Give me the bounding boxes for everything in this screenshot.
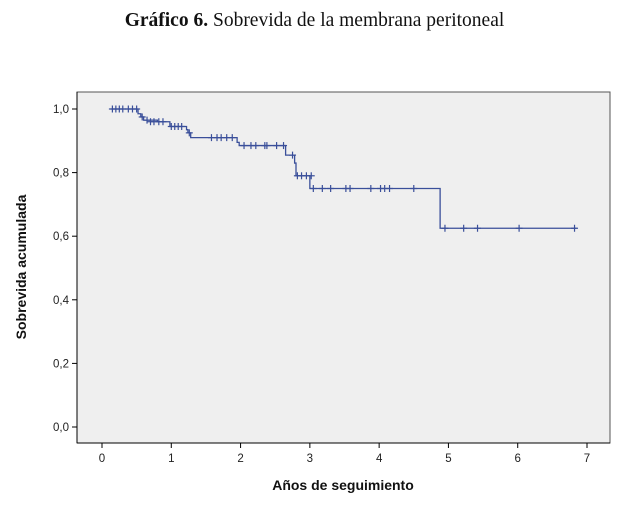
axes: 0 1 2 3 4 5 6 7 0,0 0,2 0,4 0,6 0,8 1,0	[53, 92, 610, 465]
censor-mark	[185, 129, 193, 137]
censor-mark	[474, 224, 482, 232]
y-tick-label: 1,0	[53, 104, 69, 116]
x-tick-label: 7	[584, 453, 590, 465]
censor-mark	[346, 185, 354, 192]
censor-mark	[263, 142, 271, 150]
x-tick-label: 4	[376, 453, 383, 465]
plot-area	[76, 91, 611, 444]
x-tick-label: 2	[237, 453, 243, 465]
censor-mark	[515, 224, 523, 232]
censor-mark	[367, 185, 375, 192]
censor-mark	[410, 185, 418, 192]
censor-mark	[252, 142, 260, 150]
y-tick-label: 0,4	[53, 295, 70, 307]
censor-mark	[228, 134, 236, 142]
censor-mark	[386, 185, 394, 192]
censor-mark	[273, 142, 281, 150]
y-axis-label: Sobrevida acumulada	[13, 194, 29, 339]
figure-title: Gráfico 6. Sobrevida de la membrana peri…	[0, 10, 629, 32]
x-tick-label: 3	[307, 453, 313, 465]
x-tick-label: 6	[515, 453, 521, 465]
censor-mark	[307, 172, 315, 180]
censor-mark	[159, 118, 167, 126]
censor-mark	[309, 185, 317, 192]
censor-mark	[143, 116, 151, 124]
plot-marks	[108, 105, 579, 232]
y-tick-label: 0,6	[53, 231, 69, 243]
censor-mark	[138, 113, 146, 121]
censor-mark	[571, 224, 579, 232]
censor-mark	[460, 224, 468, 232]
figure-title-text: Sobrevida de la membrana peritoneal	[208, 10, 505, 31]
x-tick-label: 0	[99, 453, 105, 465]
censor-mark	[327, 185, 335, 192]
censor-mark	[240, 142, 248, 150]
censor-mark	[178, 122, 186, 130]
x-tick-label: 5	[445, 453, 451, 465]
x-tick-label: 1	[168, 453, 174, 465]
censor-mark	[441, 224, 449, 232]
censor-mark	[289, 151, 297, 159]
figure-title-label: Gráfico 6.	[124, 10, 209, 31]
censor-mark	[318, 185, 326, 192]
censor-mark	[280, 142, 288, 150]
x-axis-label: Años de seguimiento	[272, 477, 414, 493]
y-tick-label: 0,8	[53, 168, 69, 180]
y-tick-label: 0,2	[53, 358, 69, 370]
censor-mark	[133, 105, 141, 113]
y-tick-label: 0,0	[53, 422, 69, 434]
